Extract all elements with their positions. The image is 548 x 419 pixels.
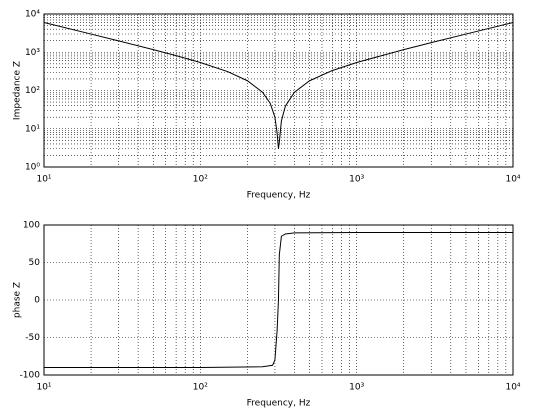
x-tick-label: 10²: [193, 175, 208, 185]
x-tick-label: 10³: [349, 175, 364, 185]
x-tick-label: 10¹: [36, 383, 51, 393]
axes-box: [43, 224, 514, 376]
x-tick-label: 10³: [349, 383, 364, 393]
data-line: [44, 232, 513, 368]
y-tick-label: 0: [34, 296, 40, 306]
y-tick-label: 50: [29, 258, 41, 268]
y-tick-label: 10⁴: [25, 10, 40, 20]
x-tick-label: 10⁴: [505, 175, 520, 185]
y-tick-label: 10²: [25, 86, 40, 96]
x-tick-label: 10⁴: [505, 383, 520, 393]
x-tick-label: 10²: [193, 383, 208, 393]
x-tick-label: 10¹: [36, 175, 51, 185]
y-tick-label: 100: [23, 221, 40, 231]
x-axis-label: Frequency, Hz: [247, 191, 311, 201]
x-axis-label: Frequency, Hz: [247, 399, 311, 409]
axes-box: [43, 13, 514, 168]
y-tick-label: 10¹: [25, 124, 40, 134]
y-axis-label: phase Z: [13, 282, 23, 318]
y-tick-label: 10⁰: [25, 163, 40, 173]
data-line: [43, 22, 514, 149]
y-axis-label: Impedance Z: [13, 61, 23, 120]
y-tick-label: -100: [20, 371, 41, 381]
y-tick-label: 10³: [25, 48, 40, 58]
y-tick-label: -50: [25, 333, 40, 343]
